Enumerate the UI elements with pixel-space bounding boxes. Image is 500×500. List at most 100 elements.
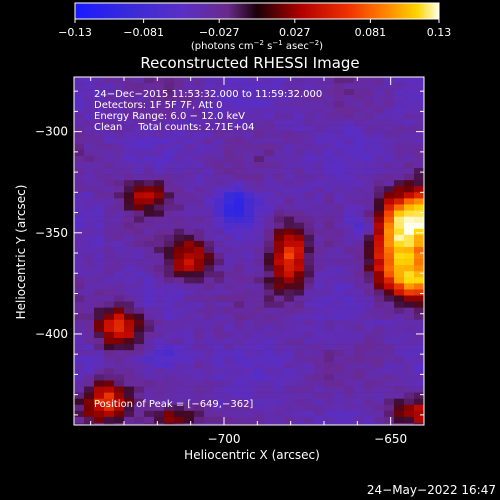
heatmap-cell — [104, 295, 115, 302]
heatmap-cell — [234, 113, 245, 120]
heatmap-cell — [294, 222, 305, 230]
heatmap-cell — [144, 198, 155, 205]
heatmap-cell — [184, 374, 195, 381]
heatmap-cell — [354, 83, 365, 90]
heatmap-cell — [164, 234, 175, 242]
heatmap-cell — [164, 107, 175, 114]
heatmap-cell — [304, 410, 315, 418]
heatmap-cell — [324, 331, 335, 339]
heatmap-cell — [94, 143, 105, 151]
heatmap-cell — [264, 216, 275, 223]
heatmap-cell — [104, 107, 115, 114]
heatmap-cell — [204, 253, 215, 260]
heatmap-cell — [74, 234, 85, 242]
heatmap-cell — [394, 307, 405, 315]
heatmap-cell — [374, 246, 385, 254]
heatmap-cell — [314, 368, 325, 375]
heatmap-cell — [344, 222, 355, 230]
heatmap-cell — [374, 89, 385, 96]
heatmap-cell — [114, 374, 125, 381]
heatmap-cell — [224, 149, 235, 157]
heatmap-cell — [114, 210, 125, 217]
heatmap-cell — [304, 253, 315, 260]
heatmap-cell — [194, 319, 205, 327]
heatmap-cell — [314, 356, 325, 363]
heatmap-cell — [384, 89, 395, 96]
heatmap-cell — [154, 101, 165, 108]
heatmap-cell — [234, 210, 245, 217]
heatmap-cell — [104, 331, 115, 339]
heatmap-cell — [84, 356, 95, 363]
heatmap-cell — [304, 119, 315, 126]
heatmap-cell — [184, 210, 195, 217]
heatmap-cell — [154, 222, 165, 230]
heatmap-cell — [334, 277, 345, 284]
heatmap-cell — [344, 356, 355, 363]
heatmap-cell — [424, 344, 434, 350]
heatmap-cell — [74, 325, 85, 333]
heatmap-cell — [94, 283, 105, 290]
heatmap-cell — [74, 398, 85, 406]
heatmap-cell — [204, 95, 215, 102]
heatmap-cell — [194, 356, 205, 363]
heatmap-cell — [184, 192, 195, 199]
heatmap-cell — [324, 210, 335, 217]
heatmap-cell — [374, 325, 385, 333]
heatmap-cell — [204, 155, 215, 163]
heatmap-cell — [334, 216, 345, 223]
heatmap-cell — [414, 277, 424, 284]
heatmap-cell — [124, 253, 135, 260]
heatmap-cell — [274, 386, 285, 393]
heatmap-cell — [114, 240, 125, 248]
heatmap-cell — [424, 387, 434, 393]
heatmap-cell — [254, 95, 265, 102]
heatmap-cell — [194, 344, 205, 351]
heatmap-cell — [164, 265, 175, 272]
heatmap-cell — [134, 77, 145, 84]
heatmap-cell — [274, 210, 285, 217]
heatmap-cell — [414, 404, 424, 412]
heatmap-cell — [144, 210, 155, 217]
heatmap-cell — [134, 216, 145, 223]
heatmap-cell — [234, 265, 245, 272]
heatmap-cell — [284, 228, 295, 236]
heatmap-cell — [94, 174, 105, 181]
heatmap-cell — [304, 301, 315, 308]
heatmap-cell — [174, 131, 185, 138]
heatmap-cell — [264, 149, 275, 157]
heatmap-cell — [244, 277, 255, 284]
heatmap-cell — [384, 180, 395, 187]
heatmap-cell — [394, 277, 405, 284]
heatmap-cell — [164, 301, 175, 308]
heatmap-cell — [264, 143, 275, 151]
heatmap-cell — [154, 344, 165, 351]
heatmap-cell — [344, 344, 355, 351]
heatmap-cell — [294, 95, 305, 102]
heatmap-cell — [424, 320, 434, 326]
heatmap-cell — [84, 161, 95, 169]
heatmap-cell — [364, 131, 375, 138]
heatmap-cell — [174, 410, 185, 418]
heatmap-cell — [384, 307, 395, 315]
heatmap-cell — [344, 331, 355, 339]
heatmap-cell — [104, 101, 115, 108]
heatmap-cell — [294, 83, 305, 90]
heatmap-cell — [164, 95, 175, 102]
heatmap-cell — [154, 186, 165, 193]
heatmap-cell — [364, 374, 375, 381]
heatmap-cell — [394, 350, 405, 357]
heatmap-cell — [144, 289, 155, 296]
heatmap-cell — [304, 168, 315, 175]
heatmap-cell — [344, 253, 355, 260]
heatmap-cell — [74, 422, 85, 425]
heatmap-cell — [314, 149, 325, 157]
heatmap-cell — [404, 374, 415, 381]
heatmap-cell — [244, 222, 255, 230]
heatmap-cell — [224, 368, 235, 375]
heatmap-cell — [424, 380, 434, 386]
heatmap-cell — [224, 204, 235, 211]
heatmap-cell — [284, 113, 295, 120]
heatmap-cell — [374, 155, 385, 163]
heatmap-cell — [234, 101, 245, 108]
heatmap-cell — [374, 95, 385, 102]
